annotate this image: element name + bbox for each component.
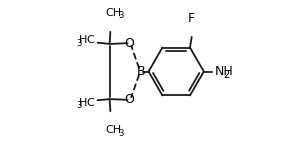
- Text: 2: 2: [224, 70, 230, 80]
- Text: O: O: [124, 37, 134, 50]
- Text: NH: NH: [215, 65, 234, 78]
- Text: B: B: [136, 65, 145, 78]
- Text: C: C: [87, 98, 94, 108]
- Text: F: F: [188, 12, 195, 25]
- Text: H: H: [79, 98, 87, 108]
- Text: H: H: [79, 35, 87, 45]
- Text: CH: CH: [105, 125, 121, 135]
- Text: CH: CH: [105, 8, 121, 18]
- Text: C: C: [87, 35, 94, 45]
- Text: 3: 3: [118, 129, 124, 138]
- Text: 3: 3: [118, 11, 124, 20]
- Text: O: O: [124, 93, 134, 106]
- Text: 3: 3: [76, 39, 81, 48]
- Text: 3: 3: [76, 101, 81, 110]
